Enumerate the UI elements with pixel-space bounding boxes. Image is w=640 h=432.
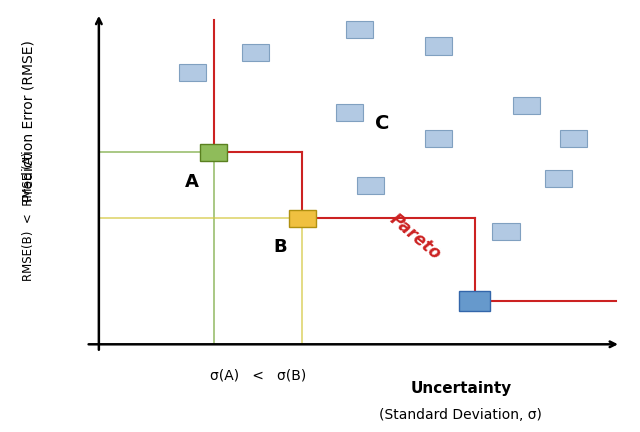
Text: σ(A)   <   σ(B): σ(A) < σ(B) xyxy=(210,368,306,382)
FancyBboxPatch shape xyxy=(179,64,206,81)
Text: RMSE(B)  <  RMSE (A): RMSE(B) < RMSE (A) xyxy=(22,151,35,281)
Text: Uncertainty: Uncertainty xyxy=(410,381,511,396)
FancyBboxPatch shape xyxy=(242,44,269,61)
Text: A: A xyxy=(185,173,199,191)
Text: Pareto: Pareto xyxy=(386,211,444,264)
FancyBboxPatch shape xyxy=(459,291,490,311)
FancyBboxPatch shape xyxy=(346,21,373,38)
Text: C: C xyxy=(376,114,390,133)
FancyBboxPatch shape xyxy=(492,223,520,240)
FancyBboxPatch shape xyxy=(424,38,452,55)
Text: Prediction Error (RMSE): Prediction Error (RMSE) xyxy=(22,40,36,202)
FancyBboxPatch shape xyxy=(289,210,316,227)
FancyBboxPatch shape xyxy=(200,143,227,161)
FancyBboxPatch shape xyxy=(513,97,540,114)
Text: (Standard Deviation, σ): (Standard Deviation, σ) xyxy=(380,408,542,422)
Text: B: B xyxy=(274,238,287,255)
FancyBboxPatch shape xyxy=(336,104,363,121)
FancyBboxPatch shape xyxy=(424,130,452,147)
FancyBboxPatch shape xyxy=(560,130,588,147)
FancyBboxPatch shape xyxy=(356,177,384,194)
FancyBboxPatch shape xyxy=(545,170,572,187)
